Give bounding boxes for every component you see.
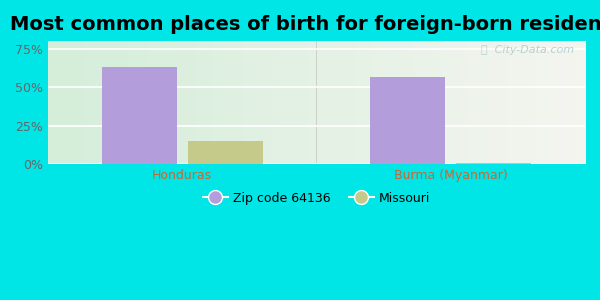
Bar: [456, 163, 531, 164]
Legend: Zip code 64136, Missouri: Zip code 64136, Missouri: [197, 187, 436, 210]
Title: Most common places of birth for foreign-born residents: Most common places of birth for foreign-…: [10, 15, 600, 34]
Bar: [370, 76, 445, 164]
Bar: [101, 67, 177, 164]
Text: ⓘ  City-Data.com: ⓘ City-Data.com: [481, 45, 574, 55]
Bar: [188, 141, 263, 164]
